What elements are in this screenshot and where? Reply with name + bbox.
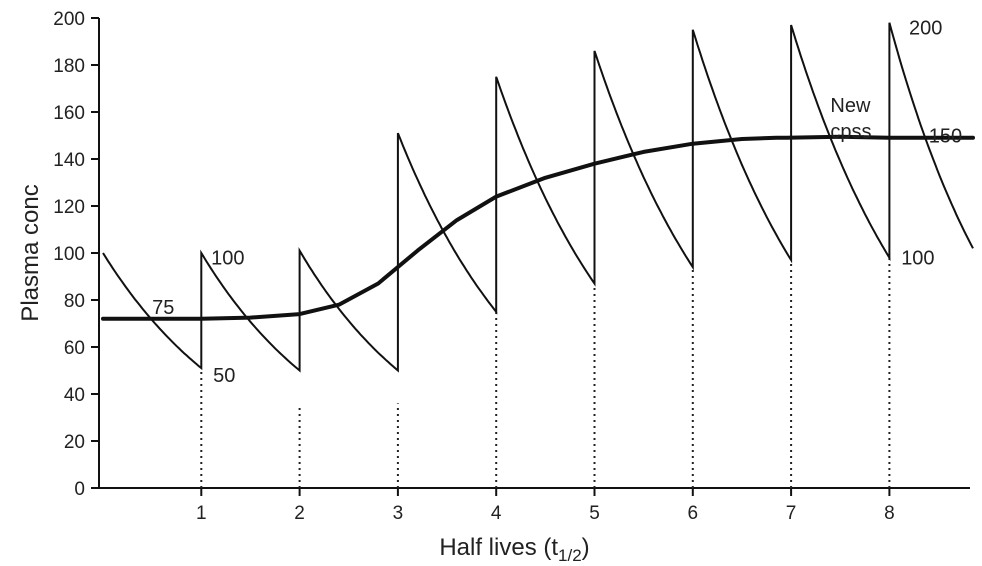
annotation-label: 50 xyxy=(213,365,235,387)
average-concentration-curve xyxy=(101,134,975,321)
y-tick-label: 140 xyxy=(53,150,85,171)
annotation-label: 200 xyxy=(909,17,942,39)
x-tick-label: 1 xyxy=(196,503,207,524)
x-tick-label: 2 xyxy=(294,503,305,524)
y-tick-label: 80 xyxy=(64,291,85,312)
x-tick-label: 8 xyxy=(884,503,895,524)
annotation-label: 100 xyxy=(211,248,244,270)
concentration-curve xyxy=(102,22,974,373)
x-tick-label: 5 xyxy=(589,503,600,524)
x-tick-label: 4 xyxy=(491,503,502,524)
x-tick-label: 3 xyxy=(393,503,404,524)
annotation-label: New xyxy=(830,95,871,117)
x-tick-label: 6 xyxy=(688,503,699,524)
annotation-label: 75 xyxy=(152,297,174,319)
y-tick-label: 60 xyxy=(64,338,85,359)
y-tick-label: 20 xyxy=(64,432,85,453)
annotation-label: 100 xyxy=(901,248,934,270)
y-tick-label: 100 xyxy=(53,244,85,265)
x-axis-title: Half lives (t1/2) xyxy=(439,534,589,565)
annotation-label: 150 xyxy=(929,126,962,148)
y-tick-label: 200 xyxy=(53,9,85,30)
y-tick-label: 0 xyxy=(74,479,85,500)
y-tick-label: 40 xyxy=(64,385,85,406)
y-axis-title: Plasma conc xyxy=(17,184,44,321)
x-tick-label: 7 xyxy=(786,503,797,524)
y-tick-label: 180 xyxy=(53,56,85,77)
y-tick-label: 120 xyxy=(53,197,85,218)
y-tick-label: 160 xyxy=(53,103,85,124)
annotation-label: cpss xyxy=(830,121,871,143)
